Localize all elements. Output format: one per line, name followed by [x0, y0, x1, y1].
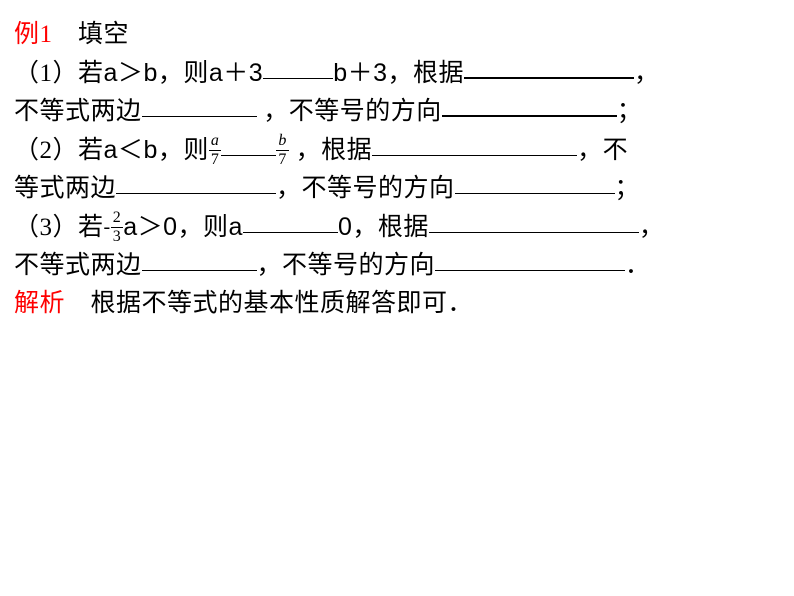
q2-frac1-num: a	[209, 133, 222, 151]
q1-blank4	[442, 92, 617, 117]
q2-frac1: a7	[209, 133, 222, 168]
q3-then: ，则	[178, 214, 229, 241]
example-label: 例1	[14, 21, 53, 48]
q1-expr1c: 3	[249, 59, 263, 87]
q2-blank2	[372, 131, 577, 156]
q1-genju: ，根据	[388, 60, 465, 87]
q3-period: ．	[625, 252, 651, 279]
q2-semi: ；	[615, 175, 641, 202]
heading-title: 填空	[78, 21, 129, 48]
q1-blank2	[464, 54, 634, 79]
q2-comma: ，不	[577, 137, 628, 164]
document-content: 例1 填空 （1）若a＞b，则a＋3b＋3，根据， 不等式两边 ，不等号的方向；…	[14, 16, 780, 323]
q1-expr1op: ＋	[223, 60, 249, 87]
q3-blank1	[243, 208, 338, 233]
q2-frac2: b7	[276, 133, 289, 168]
q1-then: ，则	[158, 60, 209, 87]
q2-then: ，则	[158, 137, 209, 164]
heading-space	[53, 21, 79, 48]
q2-frac2-den: 7	[276, 151, 289, 168]
q3-blank2	[429, 208, 639, 233]
q1-comma: ，	[634, 60, 660, 87]
q3-line2a: 不等式两边	[14, 252, 142, 279]
analysis-text: 根据不等式的基本性质解答即可．	[65, 290, 473, 317]
question-3: （3）若-23a＞0，则a0，根据， 不等式两边，不等号的方向．	[14, 208, 780, 285]
q1-expr2c: 3	[373, 59, 387, 87]
q1-line2a: 不等式两边	[14, 98, 142, 125]
q2-genju: ，根据	[289, 137, 372, 164]
question-1: （1）若a＞b，则a＋3b＋3，根据， 不等式两边 ，不等号的方向；	[14, 54, 780, 131]
q1-semi: ；	[617, 98, 643, 125]
q1-blank1	[263, 54, 333, 79]
q3-blank4	[435, 246, 625, 271]
q2-var-b: b	[143, 136, 157, 164]
q3-zero1: 0	[163, 213, 177, 241]
q1-blank3	[142, 92, 257, 117]
q2-frac1-den: 7	[209, 151, 222, 168]
q1-var-a: a	[104, 59, 118, 87]
q2-blank1	[221, 131, 276, 156]
q3-comma: ，	[639, 214, 665, 241]
q3-frac-num: 2	[111, 210, 124, 228]
q2-line2a: 等式两边	[14, 175, 116, 202]
q1-expr2a: b	[333, 59, 347, 87]
q1-line2b: ，不等号的方向	[257, 98, 442, 125]
q3-zero2: 0	[338, 213, 352, 241]
q2-var-a: a	[104, 136, 118, 164]
analysis-label: 解析	[14, 290, 65, 317]
q3-neg: -	[104, 212, 111, 242]
q3-frac: 23	[111, 210, 124, 245]
q1-cmp: ＞	[118, 60, 144, 87]
q3-genju: ，根据	[352, 214, 429, 241]
q1-expr2op: ＋	[348, 60, 374, 87]
q2-prefix: （2）若	[14, 137, 104, 164]
q3-blank3	[142, 246, 257, 271]
analysis-line: 解析 根据不等式的基本性质解答即可．	[14, 285, 780, 323]
q2-blank4	[455, 169, 615, 194]
q1-prefix: （1）若	[14, 60, 104, 87]
q3-cmp: ＞	[138, 214, 164, 241]
heading-line: 例1 填空	[14, 16, 780, 54]
q2-blank3	[116, 169, 276, 194]
q3-var2: a	[229, 213, 243, 241]
q3-line2b: ，不等号的方向	[257, 252, 436, 279]
q2-line2b: ，不等号的方向	[276, 175, 455, 202]
q1-expr1a: a	[209, 59, 223, 87]
q3-frac-den: 3	[111, 228, 124, 245]
q1-var-b: b	[143, 59, 157, 87]
q2-frac2-num: b	[276, 133, 289, 151]
q3-var-a: a	[123, 213, 137, 241]
q2-cmp: ＜	[118, 137, 144, 164]
question-2: （2）若a＜b，则a7b7 ，根据，不 等式两边，不等号的方向；	[14, 131, 780, 208]
q3-prefix: （3）若	[14, 214, 104, 241]
